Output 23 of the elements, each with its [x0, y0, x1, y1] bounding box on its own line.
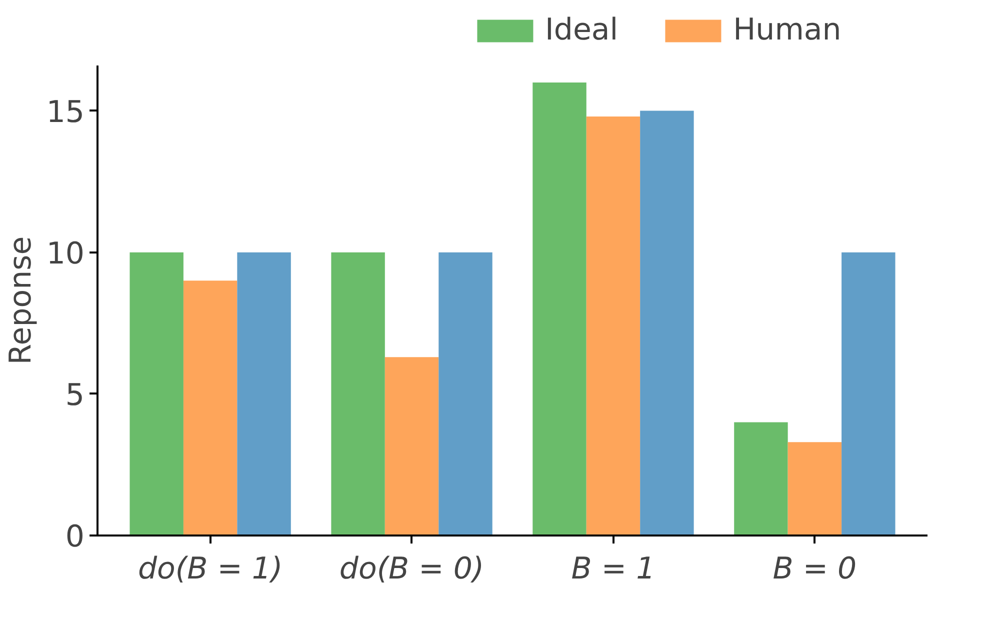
x-tick-label: B = 1	[571, 552, 656, 586]
bar	[331, 252, 385, 536]
y-axis-title: Reponse	[3, 236, 38, 365]
bar	[640, 110, 694, 536]
bar	[438, 252, 492, 536]
y-tick-label: 0	[65, 520, 85, 554]
bar	[183, 280, 238, 536]
legend-label: Human	[733, 12, 842, 48]
bar	[788, 442, 842, 536]
x-tick-label: B = 0	[772, 552, 857, 586]
bar	[130, 252, 184, 536]
x-tick-label: do(B = 1)	[138, 552, 283, 586]
bar	[532, 82, 586, 536]
y-tick-label: 10	[46, 236, 85, 272]
bar	[384, 357, 439, 536]
bar	[734, 422, 788, 536]
bar	[586, 116, 640, 536]
y-tick-label: 15	[46, 94, 85, 130]
bar	[237, 252, 291, 536]
legend-label: Ideal	[545, 12, 618, 48]
y-tick-label: 5	[65, 378, 85, 413]
bar	[842, 252, 896, 536]
x-tick-label: do(B = 0)	[339, 552, 484, 586]
